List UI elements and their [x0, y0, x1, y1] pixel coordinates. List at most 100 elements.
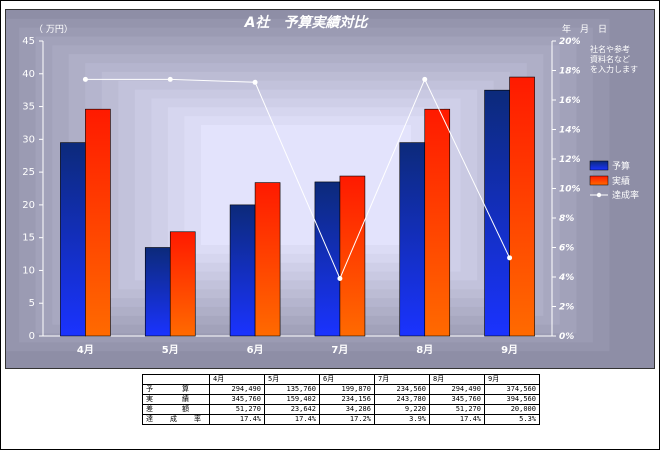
- table-row-label: 実 績: [142, 394, 210, 405]
- legend-label-actual: 実績: [612, 175, 630, 187]
- rate-point: [507, 255, 513, 261]
- bar-budget: [399, 142, 426, 337]
- table-row-label: 予 算: [142, 384, 210, 395]
- y-right-tick-label: 4%: [558, 273, 574, 283]
- y-right-tick-label: 2%: [559, 303, 574, 313]
- table-header-cell: 9月: [484, 374, 540, 385]
- data-table: 4月 5月 6月 7月 8月 9月予 算 294,490 135,760 199,870 234,…: [142, 374, 540, 425]
- chart-svg: 0 5 10 15 20 25 30 35 40 45 0% 2% 4% 6% 8% 10% 12% 14% 16%…: [6, 10, 639, 360]
- y-left-tick-label: 45: [22, 36, 35, 47]
- table-cell: 9,220: [374, 404, 430, 415]
- bar-budget: [60, 142, 86, 337]
- table-cell: 51,270: [429, 404, 485, 415]
- bar-actual: [339, 175, 366, 337]
- y-right-tick-label: 12%: [559, 155, 581, 165]
- x-tick-label: 8月: [416, 344, 433, 356]
- bar-actual: [85, 108, 111, 337]
- table-cell: 17.4%: [429, 414, 485, 425]
- y-left-tick-label: 15: [22, 233, 35, 244]
- y-left-label: （ 万円）: [34, 24, 73, 35]
- table-header-cell: 4月: [209, 374, 265, 385]
- bar-actual: [424, 108, 451, 337]
- table-header-cell: 5月: [264, 374, 320, 385]
- table-cell: 23,642: [264, 404, 320, 415]
- y-left-tick-label: 10: [22, 265, 35, 276]
- rate-point: [422, 76, 428, 82]
- table-row: 予 算 294,490 135,760 199,870 234,560 294,490 37…: [142, 384, 540, 395]
- table-header-cell: 8月: [429, 374, 485, 385]
- table-cell: 243,780: [374, 394, 430, 405]
- table-cell: 199,870: [319, 384, 375, 395]
- chart-area: 0 5 10 15 20 25 30 35 40 45 0% 2% 4% 6% 8% 10% 12% 14% 16%…: [5, 9, 655, 369]
- table-cell: 234,560: [374, 384, 430, 395]
- x-tick-label: 6月: [247, 344, 264, 356]
- x-tick-label: 5月: [162, 344, 179, 356]
- legend-marker-rate: [596, 192, 602, 198]
- axes: 0 5 10 15 20 25 30 35 40 45 0% 2% 4% 6% 8% 10% 12% 14% 16%…: [22, 36, 580, 342]
- table-row: 差 額 51,270 23,642 34,286 9,220 51,270 20,000: [142, 404, 540, 415]
- table-cell: 345,760: [429, 394, 485, 405]
- note-line: 資料名など: [590, 54, 630, 64]
- rate-point: [337, 275, 343, 281]
- table-cell: 17.4%: [209, 414, 265, 425]
- table-cell: 394,560: [484, 394, 540, 405]
- table-corner-cell: [142, 374, 210, 385]
- rate-point: [252, 79, 258, 85]
- table-header-cell: 6月: [319, 374, 375, 385]
- bar-budget: [144, 247, 171, 337]
- bar-budget: [229, 204, 256, 337]
- table-cell: 5.3%: [484, 414, 540, 425]
- legend-swatch-actual: [589, 175, 609, 186]
- x-tick-label: 7月: [331, 344, 348, 356]
- table-cell: 135,760: [264, 384, 320, 395]
- y-right-label: 年 月 日: [562, 23, 607, 35]
- table-row-label: 差 額: [142, 404, 210, 415]
- chart-title: A社 予算実績対比: [244, 14, 370, 31]
- bar-actual: [509, 76, 535, 337]
- bars: 4月 5月 6月 7月 8月 9月: [60, 76, 535, 356]
- table-header-cell: 7月: [374, 374, 430, 385]
- y-right-tick-label: 6%: [559, 244, 574, 254]
- y-right-tick-label: 10%: [559, 185, 581, 195]
- x-tick-label: 9月: [501, 344, 518, 356]
- table-cell: 374,560: [484, 384, 540, 395]
- table-cell: 51,270: [209, 404, 265, 415]
- note-line: 社名や参考: [590, 44, 630, 54]
- note-line: を入力します: [590, 64, 638, 74]
- x-tick-label: 4月: [77, 344, 94, 356]
- table-cell: 294,490: [429, 384, 485, 395]
- y-left-tick-label: 0: [29, 331, 35, 342]
- table-cell: 17.4%: [264, 414, 320, 425]
- table-cell: 294,490: [209, 384, 265, 395]
- table-header-row: 4月 5月 6月 7月 8月 9月: [142, 374, 540, 385]
- y-left-tick-label: 40: [22, 69, 35, 80]
- table-cell: 34,286: [319, 404, 375, 415]
- bar-actual: [169, 231, 196, 337]
- y-right-tick-label: 8%: [559, 214, 574, 224]
- y-left-tick-label: 20: [22, 200, 35, 211]
- y-right-tick-label: 20%: [559, 37, 581, 47]
- y-left-tick-label: 30: [22, 134, 35, 145]
- table-cell: 20,000: [484, 404, 540, 415]
- legend-label-rate: 達成率: [612, 189, 639, 201]
- table-cell: 234,156: [319, 394, 375, 405]
- y-left-tick-label: 5: [29, 298, 35, 309]
- y-right-tick-label: 14%: [559, 126, 581, 136]
- table-cell: 3.9%: [374, 414, 430, 425]
- y-left-tick-label: 25: [22, 167, 35, 178]
- table-row: 実 績 345,760 159,402 234,156 243,780 345,760 39…: [142, 394, 540, 405]
- table-cell: 345,760: [209, 394, 265, 405]
- rate-point: [167, 76, 173, 82]
- rate-line: [82, 76, 513, 281]
- rate-line-path: [85, 78, 511, 280]
- table-row: 達 成 率 17.4% 17.4% 17.2% 3.9% 17.4% 5.3%: [142, 414, 540, 425]
- legend-label-budget: 予算: [612, 160, 630, 172]
- bar-actual: [254, 182, 281, 337]
- table-cell: 159,402: [264, 394, 320, 405]
- legend-swatch-budget: [589, 160, 609, 171]
- bar-budget: [314, 181, 341, 337]
- table-cell: 17.2%: [319, 414, 375, 425]
- rate-point: [82, 76, 88, 82]
